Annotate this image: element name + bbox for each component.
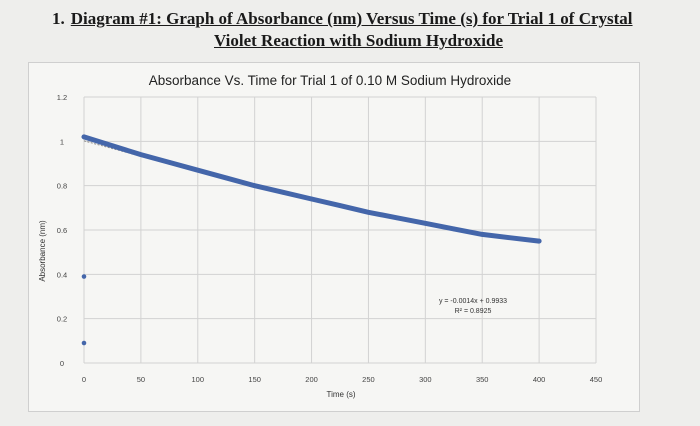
- chart-frame: Absorbance Vs. Time for Trial 1 of 0.10 …: [28, 62, 640, 412]
- x-tick-label: 400: [533, 375, 546, 384]
- data-point: [223, 175, 229, 181]
- y-tick-label: 1: [60, 137, 64, 146]
- data-point: [81, 274, 87, 279]
- data-point: [508, 235, 513, 241]
- grid-lines: [83, 96, 597, 364]
- heading-line-1: 1. Diagram #1: Graph of Absorbance (nm) V…: [52, 8, 633, 30]
- data-point: [167, 160, 172, 165]
- data-point: [337, 203, 343, 208]
- data-point: [280, 190, 286, 195]
- y-axis-label: Absorbance (nm): [38, 220, 47, 282]
- x-tick-label: 200: [305, 375, 318, 384]
- y-tick-label: 0.6: [57, 226, 67, 235]
- x-tick-label: 250: [362, 375, 375, 384]
- chart-svg: Absorbance Vs. Time for Trial 1 of 0.10 …: [38, 73, 602, 399]
- heading-line-2: Violet Reaction with Sodium Hydroxide: [214, 31, 504, 50]
- y-tick-label: 1.2: [57, 93, 67, 102]
- data-point: [394, 215, 400, 221]
- x-tick-label: 100: [192, 375, 205, 384]
- x-tick-labels: 0 50 100 150 200 250 300 350 400 450: [82, 375, 602, 384]
- data-point: [536, 238, 542, 244]
- x-tick-label: 50: [137, 375, 145, 384]
- heading-number: 1.: [52, 9, 65, 28]
- x-tick-label: 300: [419, 375, 432, 384]
- data-point: [138, 152, 144, 157]
- x-tick-label: 150: [248, 375, 261, 384]
- x-tick-label: 350: [476, 375, 489, 384]
- y-tick-label: 0.2: [57, 315, 67, 324]
- trendline-equation: y = -0.0014x + 0.9933: [439, 298, 507, 305]
- y-tick-label: 0: [60, 359, 64, 368]
- data-point: [252, 183, 257, 188]
- y-tick-label: 0.8: [57, 182, 67, 191]
- y-tick-labels: 0 0.2 0.4 0.6 0.8 1 1.2: [57, 93, 67, 368]
- r-squared-label: R² = 0.8925: [455, 308, 492, 315]
- data-point: [423, 221, 428, 226]
- data-points: [81, 134, 542, 346]
- y-tick-label: 0.4: [57, 270, 67, 279]
- data-point: [81, 340, 87, 346]
- data-point: [479, 232, 485, 237]
- x-tick-label: 0: [82, 375, 86, 384]
- data-point: [195, 167, 201, 173]
- heading-text-1: Diagram #1: Graph of Absorbance (nm) Ver…: [70, 9, 633, 28]
- data-point: [309, 196, 314, 202]
- x-tick-label: 450: [590, 375, 603, 384]
- data-point: [110, 143, 115, 149]
- data-point: [81, 134, 87, 140]
- data-point: [366, 209, 371, 215]
- chart-title: Absorbance Vs. Time for Trial 1 of 0.10 …: [149, 73, 511, 88]
- data-point: [451, 226, 457, 232]
- x-axis-label: Time (s): [326, 390, 355, 399]
